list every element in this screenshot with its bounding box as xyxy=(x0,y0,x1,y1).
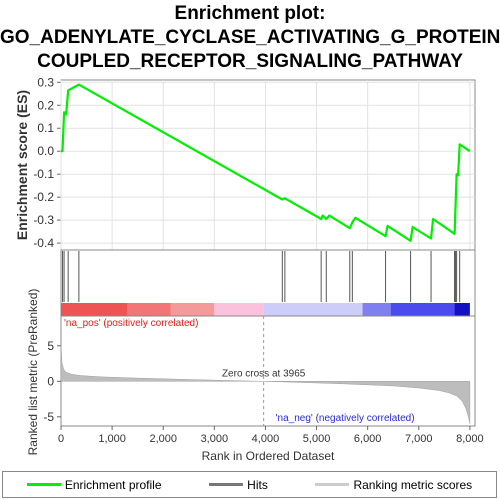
es-tick-label: 0.0 xyxy=(37,144,54,158)
heat-segment xyxy=(362,303,391,316)
x-tick-label: 3,000 xyxy=(201,433,229,445)
metric-panel-frame xyxy=(60,315,476,427)
chart-title-line-3: COUPLED_RECEPTOR_SIGNALING_PATHWAY xyxy=(37,51,463,72)
legend-swatch-hits xyxy=(209,483,244,486)
ranking-heat-bar xyxy=(61,303,470,316)
x-tick-label: 2,000 xyxy=(149,433,177,445)
es-tick-label: -0.4 xyxy=(33,236,54,250)
legend-label-metric: Ranking metric scores xyxy=(353,477,473,492)
heat-segment xyxy=(170,303,215,316)
ranking-metric-area xyxy=(60,344,471,424)
chart-title-line-2: GO_ADENYLATE_CYCLASE_ACTIVATING_G_PROTEI… xyxy=(0,27,500,48)
es-panel-frame xyxy=(60,79,476,251)
heat-segment xyxy=(127,303,171,316)
x-tick-label: 1,000 xyxy=(98,433,126,445)
heat-segment xyxy=(61,303,128,316)
legend-item-metric: Ranking metric scores xyxy=(315,478,472,492)
enrichment-profile-line xyxy=(61,83,471,242)
x-axis-label: Rank in Ordered Dataset xyxy=(202,449,335,463)
es-tick-label: -0.1 xyxy=(33,167,54,181)
x-tick-label: 7,000 xyxy=(405,433,433,445)
metric-tick-label: -5 xyxy=(43,410,54,424)
es-axis-label: Enrichment score (ES) xyxy=(14,90,30,240)
legend-item-profile: Enrichment profile xyxy=(26,477,162,492)
negative-correlation-label: 'na_neg' (negatively correlated) xyxy=(276,413,415,424)
chart-title-line-1: Enrichment plot: xyxy=(174,3,326,24)
legend-swatch-metric xyxy=(315,483,350,486)
hits-marks xyxy=(62,251,461,302)
es-tick-label: -0.2 xyxy=(33,190,54,204)
metric-axis-label: Ranked list metric (PreRanked) xyxy=(26,289,40,456)
heat-segment xyxy=(214,303,264,316)
x-tick-label: 6,000 xyxy=(354,433,382,445)
x-tick-label: 8,000 xyxy=(456,433,484,445)
x-axis: 0 1,000 2,000 3,000 4,000 5,000 6,000 7,000 8,00… xyxy=(58,426,484,445)
zero-cross-label: Zero cross at 3965 xyxy=(222,368,306,379)
legend-swatch-profile xyxy=(26,483,61,486)
heat-segment xyxy=(390,303,455,316)
legend-item-hits: Hits xyxy=(209,478,268,492)
es-tick-label: -0.3 xyxy=(33,213,54,227)
enrichment-plot: 0.3 0.2 0.1 0.0 -0.1 -0.2 -0.3 -0.4 Enrichment … xyxy=(14,75,484,463)
x-tick-label: 0 xyxy=(58,433,64,445)
heat-segment xyxy=(263,303,363,316)
es-tick-label: 0.3 xyxy=(37,75,54,89)
metric-tick-label: 0 xyxy=(47,374,54,388)
heat-segment xyxy=(454,303,470,316)
x-tick-label: 5,000 xyxy=(303,433,331,445)
metric-axis: 5 0 -5 xyxy=(43,339,61,424)
es-axis: 0.3 0.2 0.1 0.0 -0.1 -0.2 -0.3 -0.4 xyxy=(33,75,475,250)
legend-label-hits: Hits xyxy=(247,477,268,492)
positive-correlation-label: 'na_pos' (positively correlated) xyxy=(64,318,198,329)
legend-label-profile: Enrichment profile xyxy=(64,477,162,492)
es-tick-label: 0.2 xyxy=(37,98,54,112)
chart-title: Enrichment plot: GO_ADENYLATE_CYCLASE_AC… xyxy=(0,2,500,74)
chart-legend: Enrichment profile Hits Ranking metric s… xyxy=(2,471,497,498)
es-tick-label: 0.1 xyxy=(37,121,54,135)
metric-tick-label: 5 xyxy=(47,339,54,353)
x-tick-label: 4,000 xyxy=(252,433,280,445)
